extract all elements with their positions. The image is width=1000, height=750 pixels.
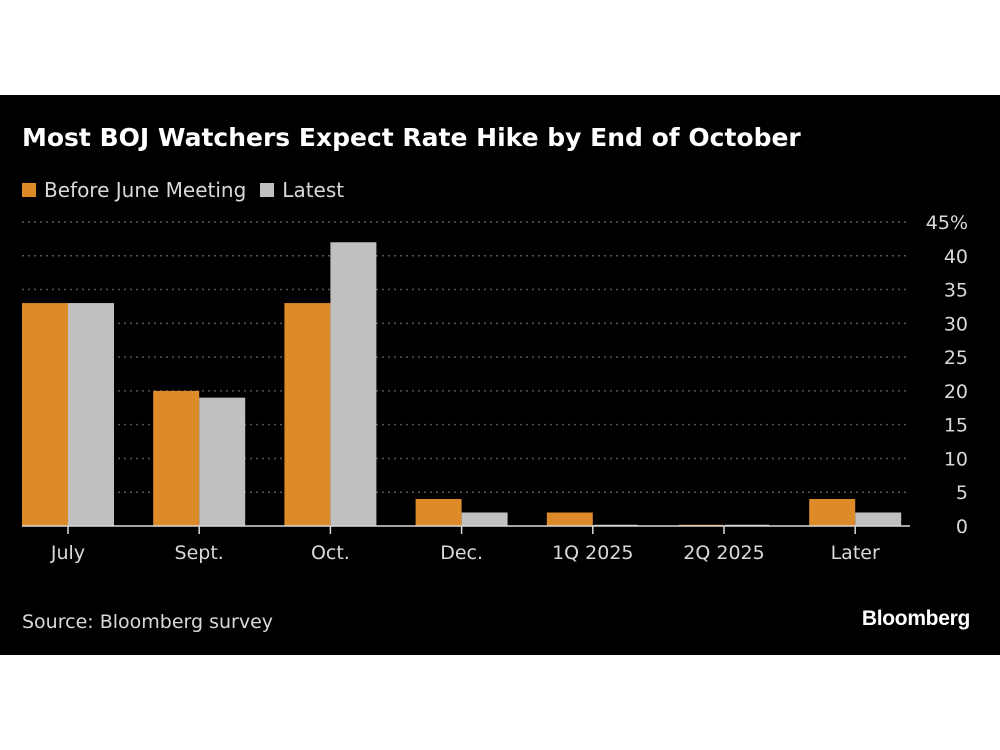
chart-panel: Most BOJ Watchers Expect Rate Hike by En…: [0, 95, 1000, 655]
bar-before: [22, 303, 68, 526]
bar-latest: [68, 303, 114, 526]
x-tick-label: 2Q 2025: [683, 542, 764, 564]
legend-swatch-before: [22, 183, 36, 197]
y-tick-label: 30: [944, 313, 968, 335]
x-tick-label: Sept.: [175, 542, 224, 564]
x-tick-label: 1Q 2025: [552, 542, 633, 564]
y-tick-label: 10: [944, 448, 968, 470]
legend-label-before: Before June Meeting: [44, 178, 247, 202]
chart-title: Most BOJ Watchers Expect Rate Hike by En…: [22, 123, 801, 152]
legend: Before June Meeting Latest: [22, 178, 350, 202]
bar-latest: [855, 512, 902, 526]
y-tick-label: 5: [956, 482, 968, 504]
legend-swatch-latest: [260, 183, 275, 197]
bloomberg-logo: Bloomberg: [861, 607, 970, 630]
bar-before: [415, 498, 462, 526]
bar-latest: [461, 512, 508, 526]
bar-latest: [330, 242, 377, 526]
x-tick-label: July: [50, 542, 85, 564]
y-tick-label: 20: [944, 381, 968, 403]
x-tick-label: Oct.: [311, 542, 350, 564]
y-tick-label: 40: [944, 246, 968, 268]
bar-before: [153, 390, 200, 526]
y-tick-label: 0: [956, 516, 968, 538]
bar-latest: [199, 397, 246, 526]
y-tick-label: 45%: [926, 212, 968, 234]
legend-label-latest: Latest: [282, 178, 345, 202]
bar-before: [546, 512, 593, 526]
source-note: Source: Bloomberg survey: [22, 611, 274, 633]
bar-before: [284, 303, 331, 526]
y-tick-label: 15: [944, 415, 968, 437]
legend-item-latest: Latest: [260, 178, 344, 202]
y-tick-label: 35: [944, 280, 968, 302]
bar-chart: 0 5 10 15 20 25 30 35 40 45% July Sept. Oct. Dec. 1Q 2…: [22, 212, 968, 564]
x-tick-label: Later: [831, 542, 880, 564]
y-tick-label: 25: [944, 347, 968, 369]
legend-item-before: Before June Meeting: [22, 178, 246, 202]
bar-before: [809, 498, 856, 526]
x-tick-label: Dec.: [440, 542, 483, 564]
